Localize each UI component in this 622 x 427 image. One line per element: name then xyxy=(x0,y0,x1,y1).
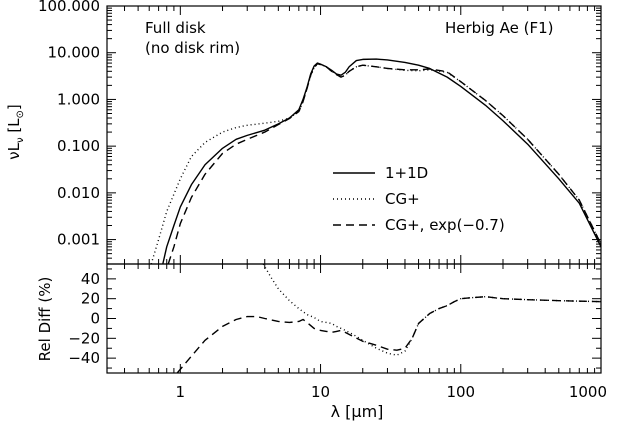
top-panel: 0.001 0.010 0.100 1.000 10.000 100.000 Full d… xyxy=(5,0,602,265)
top-y-tick-label: 1.000 xyxy=(57,90,100,108)
ylabel-unit-sym: ⊙ xyxy=(15,110,26,118)
x-tick-label: 10 xyxy=(311,383,330,401)
top-axes: 0.001 0.010 0.100 1.000 10.000 100.000 xyxy=(38,0,602,265)
top-y-tick-label: 0.010 xyxy=(57,184,100,202)
bottom-y-tick-label: 20 xyxy=(81,290,100,308)
xlabel-unit: μm xyxy=(351,402,377,421)
bottom-axes: 1 10 100 1000 −40 −200 20 40 xyxy=(68,263,607,401)
xlabel-main: λ [ xyxy=(331,402,352,421)
bottom-y-tick-label: 40 xyxy=(81,270,100,288)
x-tick-label: 1000 xyxy=(569,383,607,401)
bottom-y-tick-label: 0 xyxy=(90,310,100,328)
x-tick-label: 1 xyxy=(176,383,186,401)
bottom-series-line-1 xyxy=(176,296,601,373)
bottom-panel: 1 10 100 1000 −40 −200 20 40 Rel Diff (%) λ [μm… xyxy=(36,263,607,421)
legend: 1+1D CG+ CG+, exp(−0.7) xyxy=(333,164,505,234)
top-y-axis-label: νLν [L⊙] xyxy=(5,104,26,160)
annotation-no-disk-rim: (no disk rim) xyxy=(145,39,240,57)
bottom-series-line-0 xyxy=(262,264,601,356)
bottom-y-axis-label: Rel Diff (%) xyxy=(36,277,54,362)
top-series-line-1 xyxy=(150,63,601,264)
x-axis-label: λ [μm] xyxy=(331,402,384,421)
bottom-frame xyxy=(106,263,602,374)
annotation-full-disk: Full disk xyxy=(145,19,206,37)
top-y-tick-label: 0.100 xyxy=(57,137,100,155)
ylabel-main: νL xyxy=(5,142,23,159)
top-y-tick-label: 10.000 xyxy=(48,44,101,62)
legend-label-cgplus-exp: CG+, exp(−0.7) xyxy=(385,216,505,234)
bottom-y-tick-label: −20 xyxy=(68,329,100,347)
legend-label-cgplus: CG+ xyxy=(385,190,420,208)
annotation-herbig-ae: Herbig Ae (F1) xyxy=(445,19,554,37)
x-tick-label: 100 xyxy=(446,383,475,401)
top-y-tick-label: 100.000 xyxy=(38,0,100,15)
bottom-y-tick-label: −40 xyxy=(68,349,100,367)
top-series-line-0 xyxy=(162,58,601,264)
bottom-curves xyxy=(176,264,601,373)
ylabel-sub: ν xyxy=(15,137,26,143)
ylabel-unit-close: ] xyxy=(5,104,23,110)
top-series-line-2 xyxy=(167,63,601,264)
legend-label-1p1d: 1+1D xyxy=(385,164,428,182)
top-y-tick-label: 0.001 xyxy=(57,231,100,249)
xlabel-close: ] xyxy=(377,402,383,421)
ylabel-unit-open: [L xyxy=(5,118,23,138)
top-curves xyxy=(150,58,601,264)
